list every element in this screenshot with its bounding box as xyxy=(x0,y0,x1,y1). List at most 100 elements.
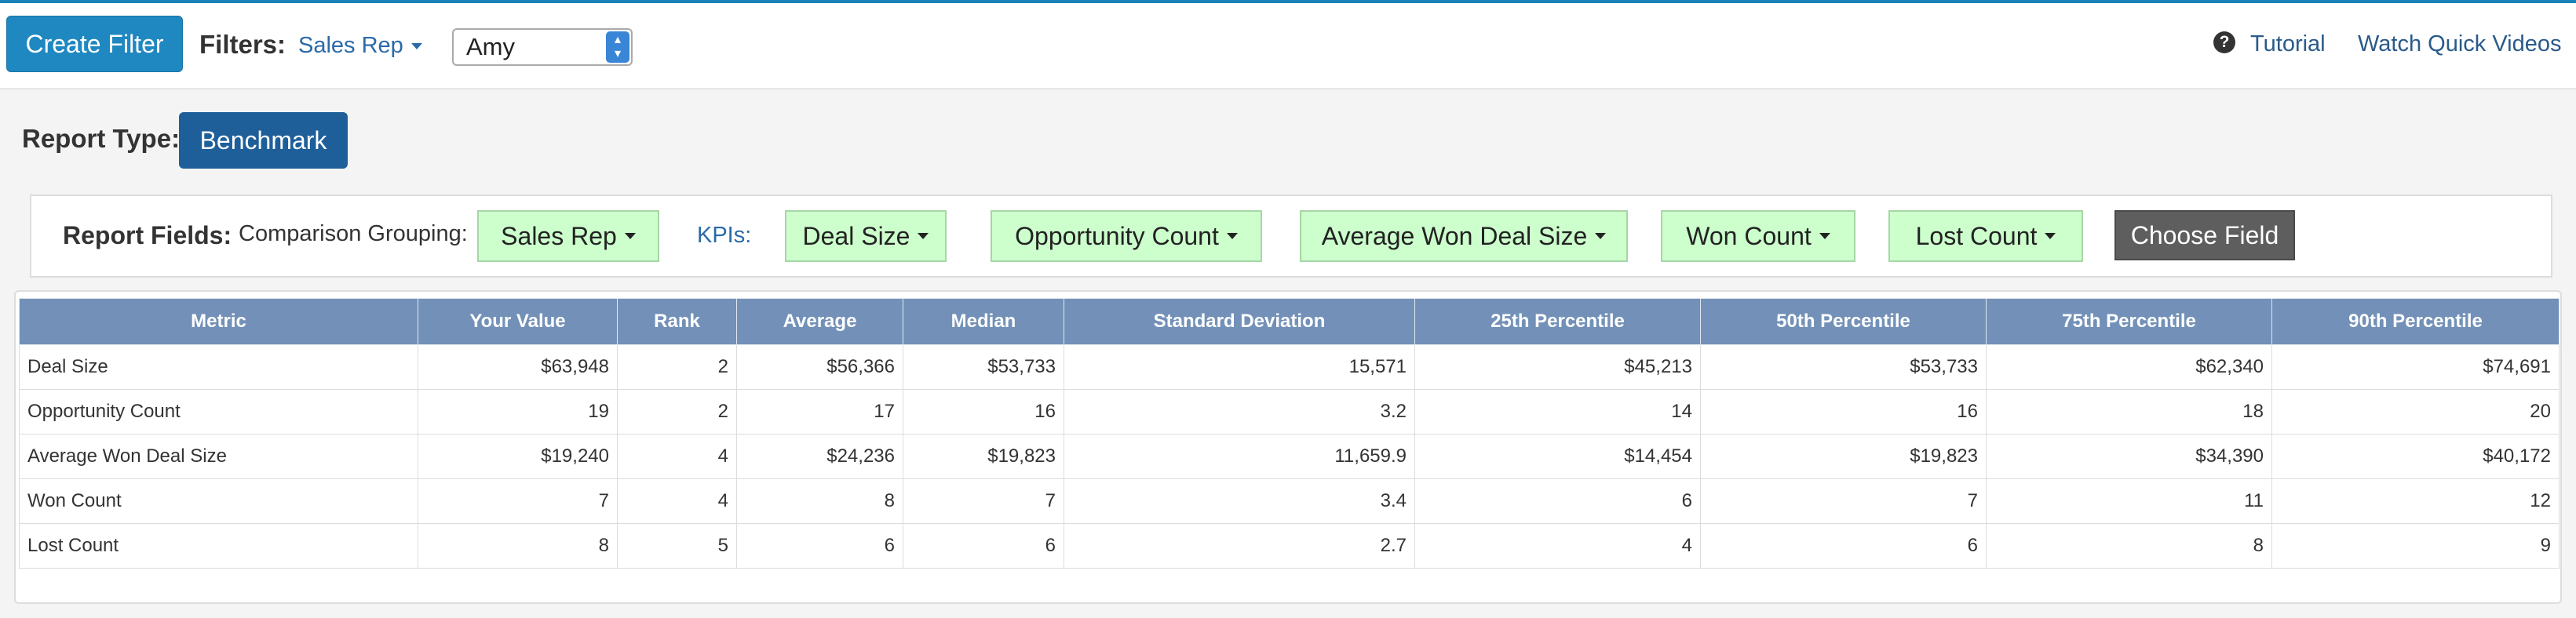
choose-field-button[interactable]: Choose Field xyxy=(2114,210,2295,260)
kpi-label: Deal Size xyxy=(802,221,910,250)
table-cell: Lost Count xyxy=(19,523,418,569)
kpi-average-won-deal-size-dropdown[interactable]: Average Won Deal Size xyxy=(1300,210,1628,262)
table-row: Won Count 7 4 8 7 3.4 6 7 11 12 xyxy=(19,478,2560,524)
table-cell: 6 xyxy=(1700,523,1987,569)
table-cell: Won Count xyxy=(19,478,418,524)
column-header[interactable]: 25th Percentile xyxy=(1414,298,1701,345)
kpi-deal-size-dropdown[interactable]: Deal Size xyxy=(785,210,947,262)
table-cell: 16 xyxy=(1700,389,1987,434)
table-cell: $56,366 xyxy=(736,344,903,390)
table-cell: 17 xyxy=(736,389,903,434)
filter-value-select[interactable]: Amy ▴ ▾ xyxy=(452,28,633,66)
table-cell: 7 xyxy=(903,478,1064,524)
column-header[interactable]: Metric xyxy=(19,298,418,345)
table-cell: 11,659.9 xyxy=(1064,434,1415,479)
filter-field-label: Sales Rep xyxy=(298,33,403,58)
kpi-won-count-dropdown[interactable]: Won Count xyxy=(1661,210,1855,262)
kpi-label: Opportunity Count xyxy=(1015,221,1219,250)
table-header-row: Metric Your Value Rank Average Median St… xyxy=(19,298,2560,345)
table-cell: 4 xyxy=(617,478,737,524)
column-header[interactable]: Rank xyxy=(617,298,737,345)
table-cell: 15,571 xyxy=(1064,344,1415,390)
grouping-dropdown[interactable]: Sales Rep xyxy=(477,210,659,262)
table-cell: 6 xyxy=(736,523,903,569)
caret-down-icon xyxy=(1226,233,1238,239)
table-cell: 2.7 xyxy=(1064,523,1415,569)
question-circle-icon[interactable]: ? xyxy=(2213,31,2235,53)
table-cell: 2 xyxy=(617,389,737,434)
table-cell: 18 xyxy=(1986,389,2272,434)
table-cell: $62,340 xyxy=(1986,344,2272,390)
benchmark-button[interactable]: Benchmark xyxy=(179,112,348,169)
table-cell: 4 xyxy=(617,434,737,479)
table-cell: $45,213 xyxy=(1414,344,1701,390)
table-row: Opportunity Count 19 2 17 16 3.2 14 16 1… xyxy=(19,389,2560,434)
comparison-grouping-label: Comparison Grouping: xyxy=(239,221,468,246)
kpi-opportunity-count-dropdown[interactable]: Opportunity Count xyxy=(991,210,1262,262)
table-cell: 7 xyxy=(1700,478,1987,524)
create-filter-button[interactable]: Create Filter xyxy=(6,16,183,72)
table-cell: Deal Size xyxy=(19,344,418,390)
table-cell: 19 xyxy=(418,389,618,434)
caret-down-icon xyxy=(2045,233,2056,239)
column-header[interactable]: Your Value xyxy=(418,298,618,345)
table-cell: Average Won Deal Size xyxy=(19,434,418,479)
tutorial-link[interactable]: Tutorial xyxy=(2250,31,2326,56)
table-cell: $19,823 xyxy=(1700,434,1987,479)
kpi-label: Won Count xyxy=(1686,221,1812,250)
caret-down-icon xyxy=(1819,233,1830,239)
grouping-label: Sales Rep xyxy=(501,221,617,250)
kpi-lost-count-dropdown[interactable]: Lost Count xyxy=(1888,210,2083,262)
benchmark-table-panel: Metric Your Value Rank Average Median St… xyxy=(14,290,2562,604)
kpi-label: Lost Count xyxy=(1915,221,2038,250)
table-cell: 3.2 xyxy=(1064,389,1415,434)
table-row: Deal Size $63,948 2 $56,366 $53,733 15,5… xyxy=(19,344,2560,390)
caret-down-icon xyxy=(918,233,929,239)
table-cell: $34,390 xyxy=(1986,434,2272,479)
filter-value-text: Amy xyxy=(466,33,515,60)
table-cell: $14,454 xyxy=(1414,434,1701,479)
table-cell: 11 xyxy=(1986,478,2272,524)
table-row: Lost Count 8 5 6 6 2.7 4 6 8 9 xyxy=(19,523,2560,569)
select-arrows-icon: ▴ ▾ xyxy=(606,31,629,63)
table-cell: 14 xyxy=(1414,389,1701,434)
report-type-label: Report Type: xyxy=(22,124,181,153)
table-row: Average Won Deal Size $19,240 4 $24,236 … xyxy=(19,434,2560,479)
column-header[interactable]: 75th Percentile xyxy=(1986,298,2272,345)
caret-down-icon xyxy=(1595,233,1607,239)
kpi-label: Average Won Deal Size xyxy=(1321,221,1588,250)
column-header[interactable]: Median xyxy=(903,298,1064,345)
table-cell: 2 xyxy=(617,344,737,390)
table-cell: $24,236 xyxy=(736,434,903,479)
filter-field-dropdown[interactable]: Sales Rep xyxy=(298,33,422,59)
caret-down-icon xyxy=(410,42,422,49)
table-cell: 7 xyxy=(418,478,618,524)
table-cell: $19,240 xyxy=(418,434,618,479)
table-cell: $19,823 xyxy=(903,434,1064,479)
table-cell: 3.4 xyxy=(1064,478,1415,524)
table-cell: 16 xyxy=(903,389,1064,434)
table-cell: 8 xyxy=(418,523,618,569)
filters-label: Filters: xyxy=(199,30,286,59)
table-cell: 8 xyxy=(1986,523,2272,569)
table-cell: 6 xyxy=(1414,478,1701,524)
top-bar: Create Filter Filters: Sales Rep Amy ▴ ▾ … xyxy=(0,3,2576,89)
table-cell: $53,733 xyxy=(1700,344,1987,390)
column-header[interactable]: 90th Percentile xyxy=(2271,298,2560,345)
column-header[interactable]: 50th Percentile xyxy=(1700,298,1987,345)
table-cell: 6 xyxy=(903,523,1064,569)
watch-videos-link[interactable]: Watch Quick Videos xyxy=(2358,31,2562,56)
report-fields-panel: Report Fields: Comparison Grouping: Sale… xyxy=(30,194,2552,278)
top-accent-line xyxy=(0,0,2576,3)
table-cell: 8 xyxy=(736,478,903,524)
table-cell: $74,691 xyxy=(2271,344,2560,390)
report-fields-label: Report Fields: xyxy=(63,221,232,249)
table-cell: 9 xyxy=(2271,523,2560,569)
caret-down-icon xyxy=(624,233,636,239)
column-header[interactable]: Average xyxy=(736,298,903,345)
column-header[interactable]: Standard Deviation xyxy=(1064,298,1415,345)
table-cell: $40,172 xyxy=(2271,434,2560,479)
table-cell: 5 xyxy=(617,523,737,569)
benchmark-table: Metric Your Value Rank Average Median St… xyxy=(19,298,2560,569)
table-cell: 4 xyxy=(1414,523,1701,569)
